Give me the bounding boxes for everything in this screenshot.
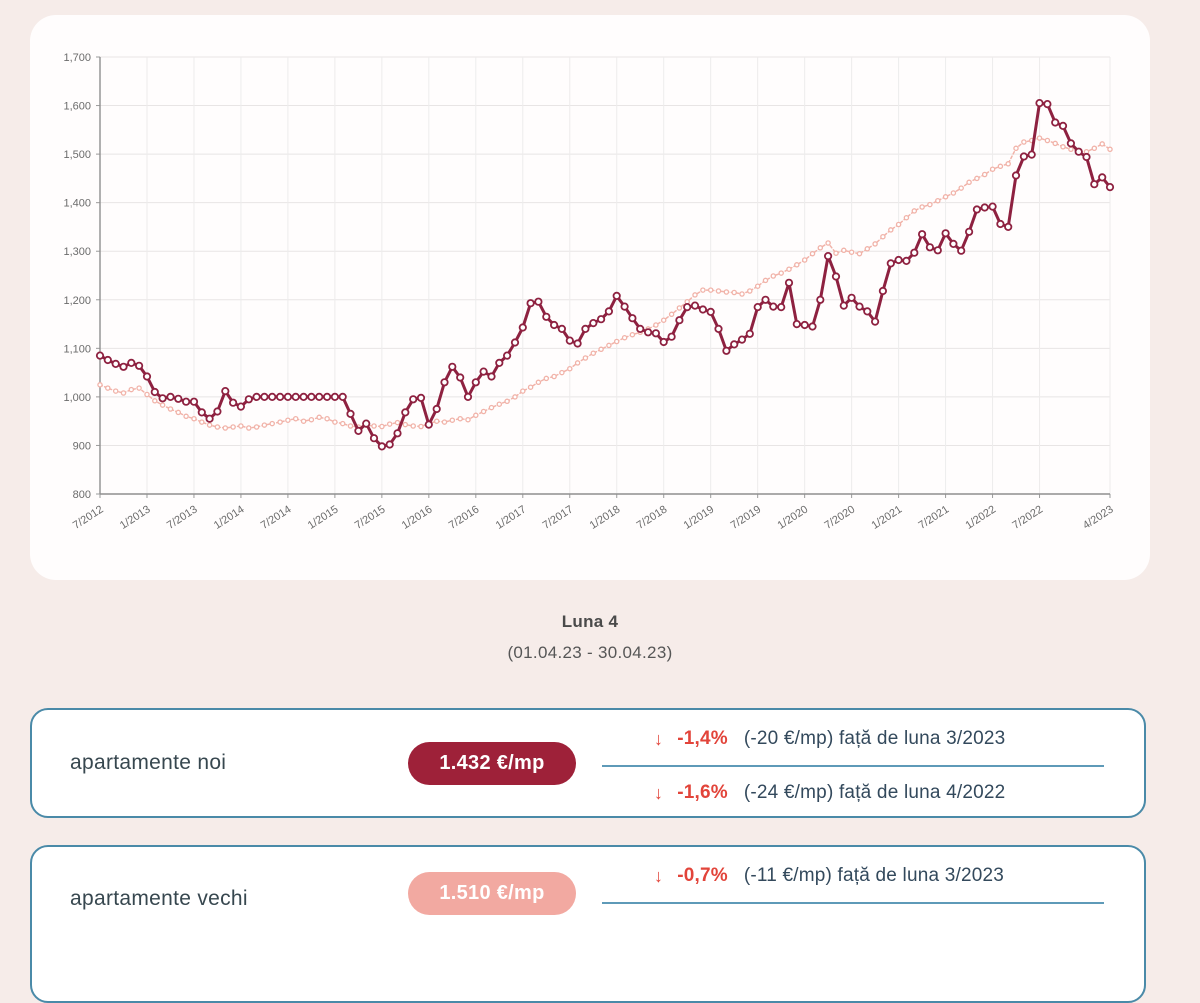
svg-text:7/2018: 7/2018 bbox=[635, 503, 670, 531]
svg-text:1,300: 1,300 bbox=[63, 246, 91, 258]
down-arrow-icon: ↓ bbox=[654, 865, 664, 886]
apartment-type-label: apartamente vechi bbox=[70, 887, 248, 910]
svg-text:1,700: 1,700 bbox=[63, 52, 91, 64]
stats-block: ↓ -0,7% (-11 €/mp) față de luna 3/2023 bbox=[602, 850, 1104, 998]
svg-text:1/2022: 1/2022 bbox=[963, 503, 998, 531]
stat-row-vs-prev-month: ↓ -0,7% (-11 €/mp) față de luna 3/2023 bbox=[602, 850, 1104, 902]
svg-text:4/2023: 4/2023 bbox=[1081, 503, 1116, 531]
svg-text:7/2013: 7/2013 bbox=[165, 503, 200, 531]
card-apartamente-vechi: apartamente vechi 1.510 €/mp ↓ -0,7% (-1… bbox=[30, 845, 1146, 1003]
stats-block: ↓ -1,4% (-20 €/mp) față de luna 3/2023 ↓… bbox=[602, 713, 1104, 813]
down-arrow-icon: ↓ bbox=[654, 728, 664, 749]
svg-text:7/2017: 7/2017 bbox=[541, 503, 576, 531]
svg-text:1,400: 1,400 bbox=[63, 198, 91, 210]
period-date-range: (01.04.23 - 30.04.23) bbox=[507, 643, 673, 662]
period-title: Luna 4 bbox=[561, 612, 619, 631]
price-badge: 1.510 €/mp bbox=[408, 872, 576, 915]
stat-row-vs-prev-year: ↓ -1,6% (-24 €/mp) față de luna 4/2022 bbox=[602, 767, 1104, 819]
change-detail: (-11 €/mp) față de luna 3/2023 bbox=[743, 865, 1005, 886]
svg-text:1/2017: 1/2017 bbox=[494, 503, 529, 531]
percent-change: -1,4% bbox=[677, 728, 728, 749]
svg-text:1/2019: 1/2019 bbox=[682, 503, 717, 531]
percent-change: -0,7% bbox=[677, 865, 728, 886]
svg-text:7/2020: 7/2020 bbox=[822, 503, 857, 531]
svg-text:1,200: 1,200 bbox=[63, 295, 91, 307]
svg-text:1/2015: 1/2015 bbox=[306, 503, 341, 531]
svg-text:7/2016: 7/2016 bbox=[447, 503, 482, 531]
svg-text:1/2018: 1/2018 bbox=[588, 503, 623, 531]
svg-text:1/2013: 1/2013 bbox=[118, 503, 153, 531]
stat-divider bbox=[602, 902, 1104, 904]
price-evolution-line-chart: 800 900 1,000 1,100 1,200 1,300 1,400 1,500 1,60… bbox=[63, 52, 1116, 532]
change-detail: (-24 €/mp) față de luna 4/2022 bbox=[743, 782, 1006, 803]
svg-text:7/2012: 7/2012 bbox=[71, 503, 106, 531]
svg-text:7/2021: 7/2021 bbox=[916, 503, 951, 531]
stat-row-vs-prev-month: ↓ -1,4% (-20 €/mp) față de luna 3/2023 bbox=[602, 713, 1104, 765]
down-arrow-icon: ↓ bbox=[654, 782, 664, 803]
svg-text:7/2022: 7/2022 bbox=[1010, 503, 1045, 531]
apartment-type-label: apartamente noi bbox=[70, 751, 227, 774]
svg-text:1/2021: 1/2021 bbox=[869, 503, 904, 531]
svg-text:1/2014: 1/2014 bbox=[212, 503, 247, 531]
svg-text:7/2019: 7/2019 bbox=[729, 503, 764, 531]
percent-change: -1,6% bbox=[677, 782, 728, 803]
svg-text:900: 900 bbox=[73, 440, 91, 452]
svg-text:1/2020: 1/2020 bbox=[776, 503, 811, 531]
price-evolution-chart-card: 800 900 1,000 1,100 1,200 1,300 1,400 1,500 1,60… bbox=[30, 15, 1150, 580]
svg-text:1,600: 1,600 bbox=[63, 101, 91, 113]
svg-text:1,500: 1,500 bbox=[63, 149, 91, 161]
svg-text:1,100: 1,100 bbox=[63, 343, 91, 355]
svg-text:800: 800 bbox=[73, 489, 91, 501]
svg-text:1/2016: 1/2016 bbox=[400, 503, 435, 531]
stat-divider bbox=[602, 765, 1104, 767]
change-detail: (-20 €/mp) față de luna 3/2023 bbox=[743, 728, 1006, 749]
svg-text:1,000: 1,000 bbox=[63, 392, 91, 404]
svg-text:7/2015: 7/2015 bbox=[353, 503, 388, 531]
svg-text:7/2014: 7/2014 bbox=[259, 503, 294, 531]
card-apartamente-noi: apartamente noi 1.432 €/mp ↓ -1,4% (-20 … bbox=[30, 708, 1146, 818]
period-block: Luna 4 (01.04.23 - 30.04.23) bbox=[0, 612, 1180, 663]
price-badge: 1.432 €/mp bbox=[408, 742, 576, 785]
